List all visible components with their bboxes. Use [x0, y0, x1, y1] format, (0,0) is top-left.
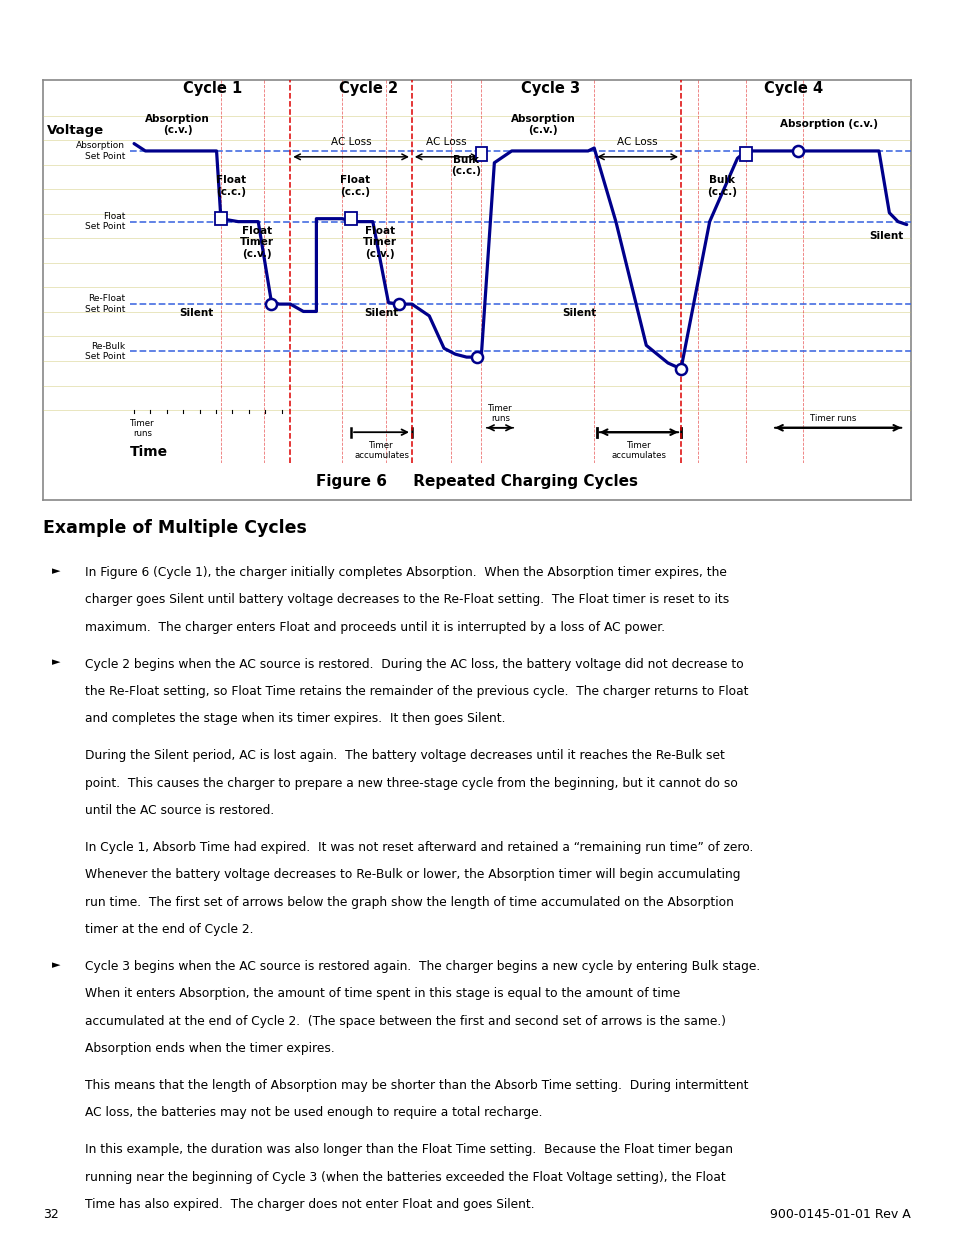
Text: During the Silent period, AC is lost again.  The battery voltage decreases until: During the Silent period, AC is lost aga…: [85, 750, 723, 762]
Text: Cycle 3 begins when the AC source is restored again.  The charger begins a new c: Cycle 3 begins when the AC source is res…: [85, 960, 759, 973]
Text: ►: ►: [51, 566, 60, 576]
Text: In Figure 6 (Cycle 1), the charger initially completes Absorption.  When the Abs: In Figure 6 (Cycle 1), the charger initi…: [85, 566, 726, 579]
Text: Timer
runs: Timer runs: [131, 419, 155, 438]
Text: Silent: Silent: [179, 308, 213, 317]
Text: Re-Bulk
Set Point: Re-Bulk Set Point: [85, 342, 125, 361]
FancyBboxPatch shape: [345, 212, 356, 225]
Text: 900-0145-01-01 Rev A: 900-0145-01-01 Rev A: [769, 1208, 910, 1220]
Text: Re-Float
Set Point: Re-Float Set Point: [85, 294, 125, 314]
Text: Cycle 3: Cycle 3: [520, 82, 579, 96]
Text: Bulk
(c.c.): Bulk (c.c.): [706, 175, 736, 198]
Text: Silent: Silent: [868, 231, 902, 241]
Text: AC Loss: AC Loss: [617, 137, 658, 147]
Text: Timer
accumulates: Timer accumulates: [611, 441, 666, 461]
Text: When it enters Absorption, the amount of time spent in this stage is equal to th: When it enters Absorption, the amount of…: [85, 987, 679, 1000]
Text: maximum.  The charger enters Float and proceeds until it is interrupted by a los: maximum. The charger enters Float and pr…: [85, 621, 664, 634]
Text: Whenever the battery voltage decreases to Re-Bulk or lower, the Absorption timer: Whenever the battery voltage decreases t…: [85, 868, 740, 882]
Text: Bulk
(c.c.): Bulk (c.c.): [450, 154, 480, 177]
Text: Silent: Silent: [561, 308, 596, 317]
Text: accumulated at the end of Cycle 2.  (The space between the first and second set : accumulated at the end of Cycle 2. (The …: [85, 1015, 725, 1028]
Text: AC loss, the batteries may not be used enough to require a total recharge.: AC loss, the batteries may not be used e…: [85, 1107, 541, 1119]
Text: Float
(c.c.): Float (c.c.): [340, 175, 370, 198]
FancyBboxPatch shape: [476, 147, 486, 161]
Text: Time: Time: [130, 445, 168, 458]
Text: This means that the length of Absorption may be shorter than the Absorb Time set: This means that the length of Absorption…: [85, 1079, 747, 1092]
Text: In this example, the duration was also longer than the Float Time setting.  Beca: In this example, the duration was also l…: [85, 1144, 732, 1156]
Text: timer at the end of Cycle 2.: timer at the end of Cycle 2.: [85, 923, 253, 936]
Text: Absorption (c.v.): Absorption (c.v.): [779, 120, 877, 130]
Text: run time.  The first set of arrows below the graph show the length of time accum: run time. The first set of arrows below …: [85, 895, 733, 909]
Text: AC Loss: AC Loss: [426, 137, 466, 147]
FancyBboxPatch shape: [740, 147, 751, 161]
Text: Timer runs: Timer runs: [809, 415, 855, 424]
Text: Time has also expired.  The charger does not enter Float and goes Silent.: Time has also expired. The charger does …: [85, 1198, 534, 1212]
Text: Silent: Silent: [364, 308, 398, 317]
FancyBboxPatch shape: [215, 212, 226, 225]
Text: Operation: Operation: [56, 36, 157, 54]
Text: Voltage: Voltage: [48, 125, 104, 137]
Text: Float
Set Point: Float Set Point: [85, 212, 125, 231]
Text: charger goes Silent until battery voltage decreases to the Re-Float setting.  Th: charger goes Silent until battery voltag…: [85, 593, 728, 606]
Text: Timer
runs: Timer runs: [488, 404, 512, 424]
Text: Absorption
(c.v.): Absorption (c.v.): [510, 114, 575, 136]
Text: In Cycle 1, Absorb Time had expired.  It was not reset afterward and retained a : In Cycle 1, Absorb Time had expired. It …: [85, 841, 752, 853]
Text: ►: ►: [51, 960, 60, 969]
Text: 32: 32: [43, 1208, 59, 1220]
Text: Cycle 4: Cycle 4: [763, 82, 822, 96]
Text: Float
Timer
(c.v.): Float Timer (c.v.): [240, 226, 274, 259]
Text: Cycle 2 begins when the AC source is restored.  During the AC loss, the battery : Cycle 2 begins when the AC source is res…: [85, 657, 742, 671]
Text: AC Loss: AC Loss: [331, 137, 371, 147]
Text: until the AC source is restored.: until the AC source is restored.: [85, 804, 274, 818]
Text: Example of Multiple Cycles: Example of Multiple Cycles: [43, 520, 307, 537]
Text: Figure 6     Repeated Charging Cycles: Figure 6 Repeated Charging Cycles: [315, 474, 638, 489]
Text: Float
(c.c.): Float (c.c.): [216, 175, 246, 198]
Text: Absorption
Set Point: Absorption Set Point: [76, 141, 125, 161]
Text: Absorption ends when the timer expires.: Absorption ends when the timer expires.: [85, 1042, 334, 1055]
Text: Timer
accumulates: Timer accumulates: [354, 441, 409, 461]
Text: point.  This causes the charger to prepare a new three-stage cycle from the begi: point. This causes the charger to prepar…: [85, 777, 737, 789]
Text: ►: ►: [51, 657, 60, 668]
Text: Float
Timer
(c.v.): Float Timer (c.v.): [362, 226, 396, 259]
Text: the Re-Float setting, so Float Time retains the remainder of the previous cycle.: the Re-Float setting, so Float Time reta…: [85, 685, 747, 698]
Text: running near the beginning of Cycle 3 (when the batteries exceeded the Float Vol: running near the beginning of Cycle 3 (w…: [85, 1171, 724, 1183]
Text: and completes the stage when its timer expires.  It then goes Silent.: and completes the stage when its timer e…: [85, 713, 504, 725]
Text: Absorption
(c.v.): Absorption (c.v.): [145, 114, 210, 136]
Text: Cycle 1: Cycle 1: [182, 82, 242, 96]
Text: Cycle 2: Cycle 2: [338, 82, 397, 96]
